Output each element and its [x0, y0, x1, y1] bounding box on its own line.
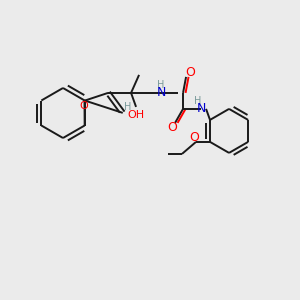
Text: O: O	[185, 66, 195, 80]
Text: N: N	[196, 102, 206, 116]
Text: O: O	[189, 131, 199, 144]
Text: H: H	[124, 102, 132, 112]
Text: H: H	[158, 80, 165, 90]
Text: H: H	[194, 96, 202, 106]
Text: OH: OH	[128, 110, 145, 120]
Text: N: N	[156, 86, 166, 99]
Text: O: O	[79, 101, 88, 111]
Text: O: O	[167, 122, 177, 134]
